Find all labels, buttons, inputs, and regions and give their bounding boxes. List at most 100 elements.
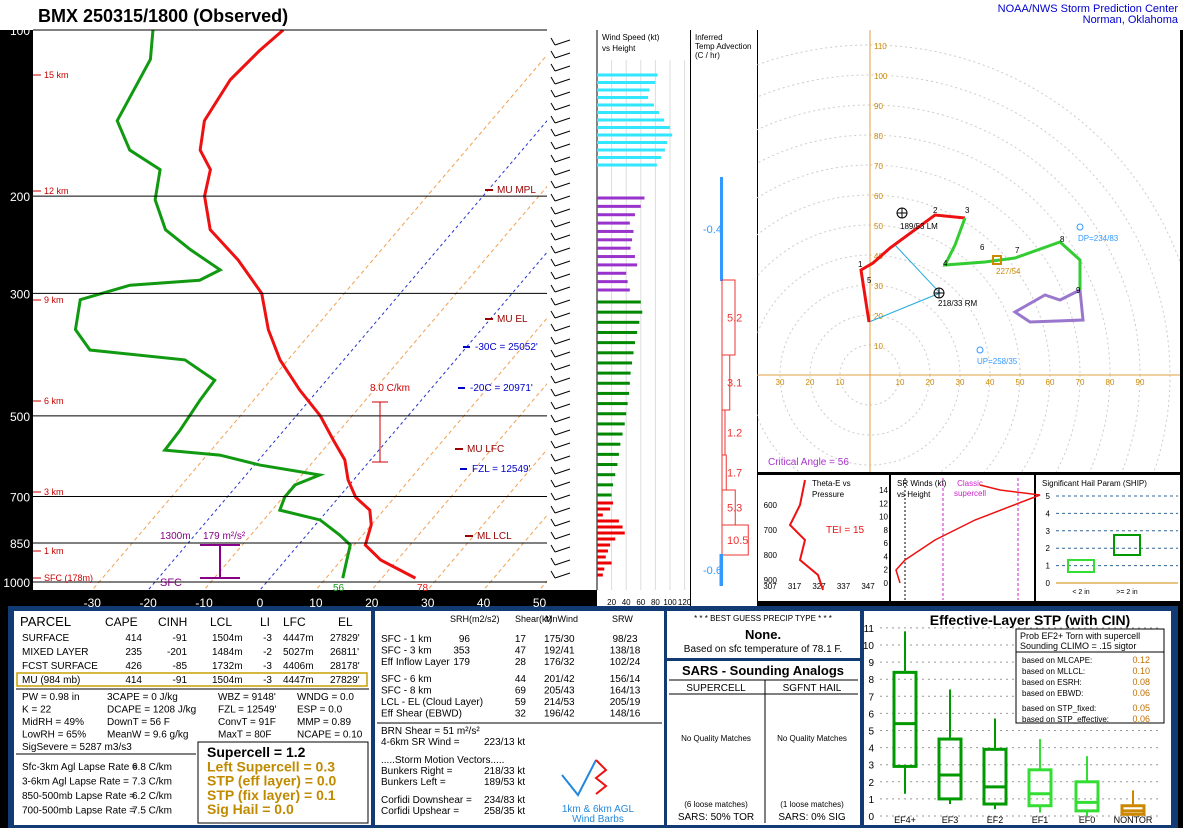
speed-bar: [597, 126, 670, 129]
column-header: CAPE: [105, 615, 138, 629]
title-bar: [0, 0, 1183, 30]
label: 6.8 C/km: [132, 762, 172, 773]
y-tick-label: 6: [868, 709, 874, 720]
label: Shear(kt): [515, 614, 552, 624]
composite: Left Supercell = 0.3: [207, 758, 335, 774]
x-tick-label: 20: [806, 378, 815, 387]
cell: -3: [263, 633, 272, 644]
label: 78: [417, 583, 429, 594]
barb: [554, 351, 571, 358]
label: 179 m²/s²: [203, 531, 246, 542]
advection-value: 1.7: [727, 468, 742, 480]
speed-bar: [597, 229, 634, 233]
speed-bar: [597, 351, 634, 355]
label: 7.5 C/km: [132, 806, 172, 817]
barb: [554, 104, 571, 111]
cell: 1504m: [212, 633, 243, 644]
speed-bar: [597, 156, 662, 159]
barb: [554, 169, 571, 176]
trace: [1012, 288, 1085, 324]
barb: [550, 531, 556, 540]
height-label: 15 km: [44, 70, 69, 80]
column-header: LCL: [210, 615, 232, 629]
barb: [550, 115, 556, 124]
speed-bar: [597, 255, 635, 259]
label: 1300m: [160, 531, 191, 542]
theta-e-panel: [758, 475, 889, 601]
x-tick-label: 20: [926, 378, 935, 387]
advection-value: 5.2: [727, 313, 742, 325]
barb: [554, 52, 571, 59]
speed-bar: [597, 133, 673, 137]
speed-bar: [597, 271, 627, 275]
x-tick-label: 100: [663, 598, 677, 607]
x-tick-label: 30: [776, 378, 785, 387]
label: 1km & 6km AGL: [562, 804, 635, 815]
y-tick-label: 3: [1046, 527, 1051, 536]
pressure-tick-label: 500: [10, 410, 30, 424]
barb: [554, 78, 571, 85]
point-label: 4: [943, 259, 948, 268]
x-tick-label: 80: [1106, 378, 1115, 387]
ring-label: 70: [874, 162, 883, 171]
label: based on ESRH:: [1022, 678, 1082, 687]
barb: [554, 546, 571, 553]
trace: [788, 479, 824, 591]
label: 148/16: [610, 709, 641, 720]
barb: [554, 442, 571, 449]
column-header: LI: [260, 615, 270, 629]
speed-bar: [597, 463, 618, 467]
temp-tick-label: -30: [84, 596, 102, 610]
temp-tick-label: 40: [477, 596, 491, 610]
barb: [554, 247, 571, 254]
speed-bar: [597, 519, 619, 523]
speed-bar: [597, 561, 612, 565]
composite: STP (fix layer) = 0.1: [207, 787, 336, 803]
x-tick-label: 120: [678, 598, 692, 607]
label: based on STP_fixed:: [1022, 704, 1096, 713]
speed-bar: [597, 555, 606, 559]
barb: [550, 232, 556, 241]
speed-bar: [597, 163, 657, 167]
speed-bar: [597, 483, 614, 487]
label: 0.12: [1132, 655, 1150, 665]
level-label: MU MPL: [497, 185, 536, 196]
pressure-tick-label: 200: [10, 190, 30, 204]
lapse-label: 8.0 C/km: [370, 383, 410, 394]
label: 0.06: [1132, 688, 1150, 698]
label: 227/54: [996, 267, 1021, 276]
speed-bar: [597, 371, 631, 375]
barb: [550, 219, 556, 228]
cell: 4447m: [283, 633, 314, 644]
label: based on MLCAPE:: [1022, 656, 1092, 665]
index: PW = 0.98 in: [22, 692, 80, 703]
barb: [554, 299, 571, 306]
x-tick-label: 50: [1016, 378, 1025, 387]
dewpoint-trace: [73, 30, 352, 579]
label: 0.10: [1132, 666, 1150, 676]
x-tick-label: EF0: [1079, 815, 1096, 825]
label: 179: [453, 657, 470, 668]
label: (6 loose matches): [684, 800, 748, 809]
point-label: 2: [933, 206, 938, 215]
barb: [554, 494, 571, 501]
y-tick-label: 5: [868, 727, 874, 738]
cell: 27829': [330, 633, 360, 644]
barb: [554, 455, 571, 462]
frame: [1015, 628, 1165, 724]
barb: [554, 65, 571, 72]
label: 44: [515, 674, 527, 685]
height-label: 3 km: [44, 487, 64, 497]
label: 3-6km Agl Lapse Rate =: [22, 777, 129, 788]
label: 98/23: [612, 634, 637, 645]
level-label: MU LFC: [467, 444, 504, 455]
speed-bar: [597, 402, 628, 406]
label: None.: [745, 627, 781, 642]
box: [1074, 780, 1100, 813]
pressure-tick-label: 300: [10, 287, 30, 301]
barb-panel: [547, 30, 597, 590]
height-label: 9 km: [44, 295, 64, 305]
speed-bar: [597, 280, 628, 284]
label: No Quality Matches: [777, 734, 847, 743]
